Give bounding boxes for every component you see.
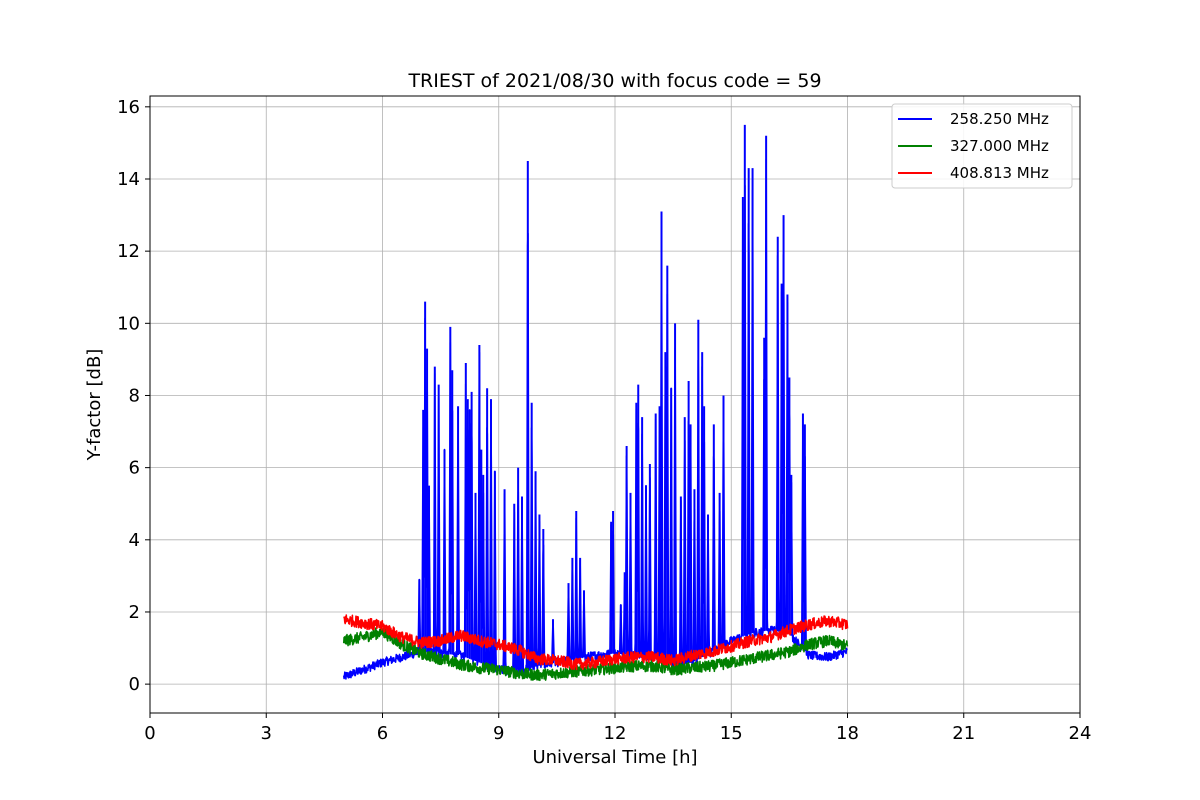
x-tick-label: 0 <box>144 723 155 744</box>
x-axis-ticks: 0 3 6 9 12 15 18 21 24 <box>144 713 1091 744</box>
y-tick-label: 14 <box>117 169 140 190</box>
x-axis-label: Universal Time [h] <box>532 747 697 768</box>
y-tick-label: 0 <box>129 674 140 695</box>
y-tick-label: 6 <box>129 458 140 479</box>
legend-label: 258.250 MHz <box>950 110 1049 128</box>
series-line-3 <box>343 614 849 671</box>
x-tick-label: 18 <box>836 723 859 744</box>
legend-label: 408.813 MHz <box>950 164 1049 182</box>
legend-items: 258.250 MHz 327.000 MHz 408.813 MHz <box>898 110 1049 182</box>
y-tick-label: 2 <box>129 602 140 623</box>
series-layer <box>342 124 849 682</box>
grid-lines <box>149 96 1081 713</box>
chart-title: TRIEST of 2021/08/30 with focus code = 5… <box>407 70 821 92</box>
x-tick-label: 15 <box>720 723 743 744</box>
y-tick-label: 10 <box>117 313 140 334</box>
x-tick-label: 12 <box>604 723 627 744</box>
y-axis-ticks: 0 2 4 6 8 10 12 14 16 <box>117 97 150 695</box>
y-axis-label: Y-factor [dB] <box>84 349 105 462</box>
x-tick-label: 6 <box>377 723 388 744</box>
legend-box <box>891 103 1073 189</box>
legend-label: 327.000 MHz <box>950 137 1049 155</box>
legend: 258.250 MHz 327.000 MHz 408.813 MHz <box>891 103 1073 189</box>
x-tick-label: 3 <box>261 723 272 744</box>
y-tick-label: 8 <box>129 385 140 406</box>
y-tick-label: 16 <box>117 97 140 118</box>
y-tick-label: 4 <box>129 530 140 551</box>
x-tick-label: 21 <box>952 723 975 744</box>
x-tick-label: 24 <box>1069 723 1092 744</box>
x-tick-label: 9 <box>493 723 504 744</box>
y-tick-label: 12 <box>117 241 140 262</box>
